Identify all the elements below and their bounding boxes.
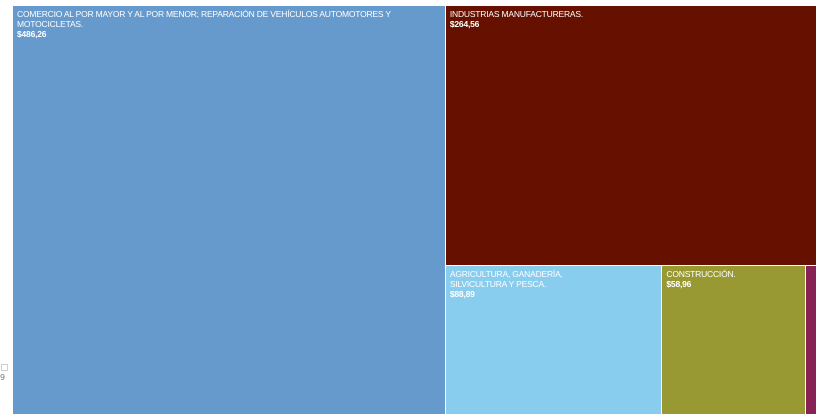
treemap: COMERCIO AL POR MAYOR Y AL POR MENOR; RE… (13, 6, 817, 415)
tile-label: INDUSTRIAS MANUFACTURERAS. (449, 9, 584, 19)
treemap-tile[interactable]: AGRICULTURA, GANADERÍA, SILVICULTURA Y P… (445, 265, 663, 415)
tile-value: $264,56 (449, 19, 480, 29)
edge-marker (1, 364, 8, 371)
treemap-tile[interactable] (806, 265, 817, 415)
tile-value: $58,96 (666, 278, 692, 289)
treemap-tile[interactable]: INDUSTRIAS MANUFACTURERAS. $264,56 (445, 6, 817, 266)
tile-label: COMERCIO AL POR MAYOR Y AL POR MENOR; RE… (17, 9, 391, 29)
treemap-tile[interactable]: COMERCIO AL POR MAYOR Y AL POR MENOR; RE… (13, 6, 446, 415)
edge-glyph: 9 (0, 373, 6, 382)
treemap-tile[interactable]: CONSTRUCCIÓN. $58,96 (662, 265, 807, 415)
tile-label: AGRICULTURA, GANADERÍA, SILVICULTURA Y P… (449, 268, 563, 289)
tile-value: $486,26 (17, 29, 47, 39)
tile-value: $88,89 (449, 288, 475, 299)
tile-label: CONSTRUCCIÓN. (666, 268, 736, 279)
